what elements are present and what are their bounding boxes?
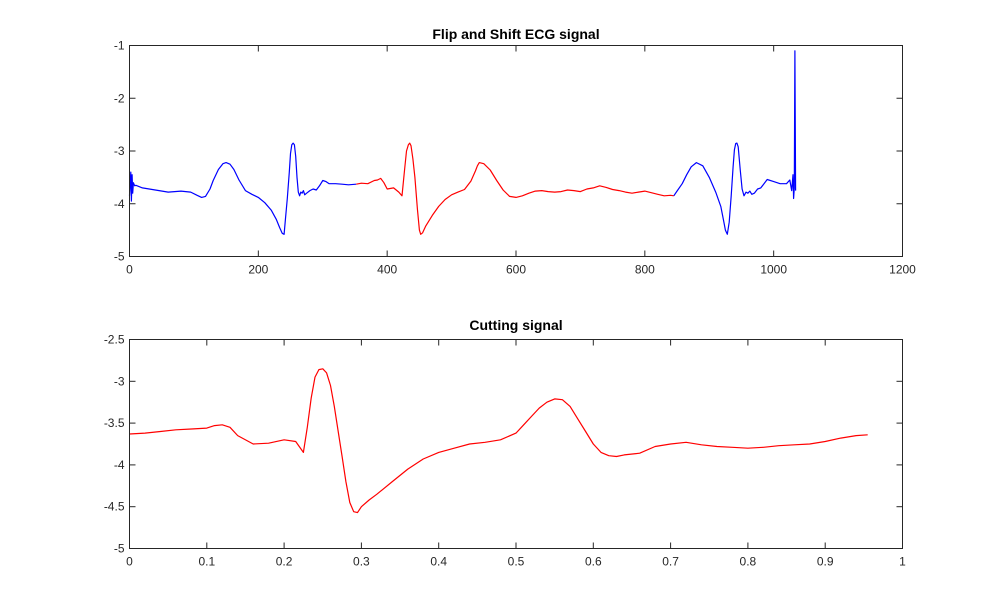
ticks-layer: 0 0.1 0.2 0.3 0.4 0.5 0.6 0.7 0.8 0.9 1 -5 -4.5 -4 -3.… <box>104 333 906 569</box>
axes-background <box>129 339 903 549</box>
y-tick-label: -3 <box>114 374 125 388</box>
series-layer <box>129 368 868 514</box>
axes-cutting-signal: 0 0.1 0.2 0.3 0.4 0.5 0.6 0.7 0.8 0.9 1 -5 -4.5 -4 -3.… <box>104 317 906 569</box>
x-tick-label: 0.3 <box>353 555 370 569</box>
y-tick-label: -4.5 <box>104 500 125 514</box>
series-line-0 <box>128 142 357 235</box>
y-tick-label: -5 <box>114 542 125 556</box>
y-tick-label: -2 <box>114 91 125 105</box>
x-tick-label: 0 <box>126 555 133 569</box>
y-tick-label: -2.5 <box>104 333 125 347</box>
ticks-layer: 0 200 400 600 800 1000 1200 -5 -4 -3 -2 -1 <box>114 39 916 277</box>
x-tick-label: 0 <box>126 263 133 277</box>
axes-background <box>129 45 903 257</box>
x-tick-label: 0.9 <box>817 555 834 569</box>
series-layer <box>128 50 797 235</box>
y-tick-label: -3.5 <box>104 416 125 430</box>
x-tick-label: 800 <box>635 263 655 277</box>
y-tick-label: -3 <box>114 144 125 158</box>
x-tick-label: 400 <box>377 263 397 277</box>
y-tick-label: -4 <box>114 197 125 211</box>
x-tick-label: 0.7 <box>662 555 679 569</box>
x-tick-label: 1 <box>899 555 906 569</box>
y-tick-label: -1 <box>114 39 125 53</box>
axes-flip-and-shift: 0 200 400 600 800 1000 1200 -5 -4 -3 -2 -1 Flip and… <box>114 26 916 277</box>
x-tick-label: 200 <box>248 263 268 277</box>
chart-title: Flip and Shift ECG signal <box>432 26 599 42</box>
x-tick-label: 0.5 <box>508 555 525 569</box>
x-tick-label: 0.1 <box>198 555 215 569</box>
x-tick-label: 600 <box>506 263 526 277</box>
chart-title: Cutting signal <box>469 317 562 333</box>
x-tick-label: 0.2 <box>276 555 293 569</box>
series-line-1 <box>356 142 674 235</box>
series-line-2 <box>673 50 797 235</box>
y-tick-label: -4 <box>114 458 125 472</box>
x-tick-label: 0.6 <box>585 555 602 569</box>
x-tick-label: 1200 <box>889 263 916 277</box>
x-tick-label: 0.8 <box>740 555 757 569</box>
series-line-0 <box>129 368 868 514</box>
y-tick-label: -5 <box>114 250 125 264</box>
x-tick-label: 0.4 <box>430 555 447 569</box>
x-tick-label: 1000 <box>760 263 787 277</box>
